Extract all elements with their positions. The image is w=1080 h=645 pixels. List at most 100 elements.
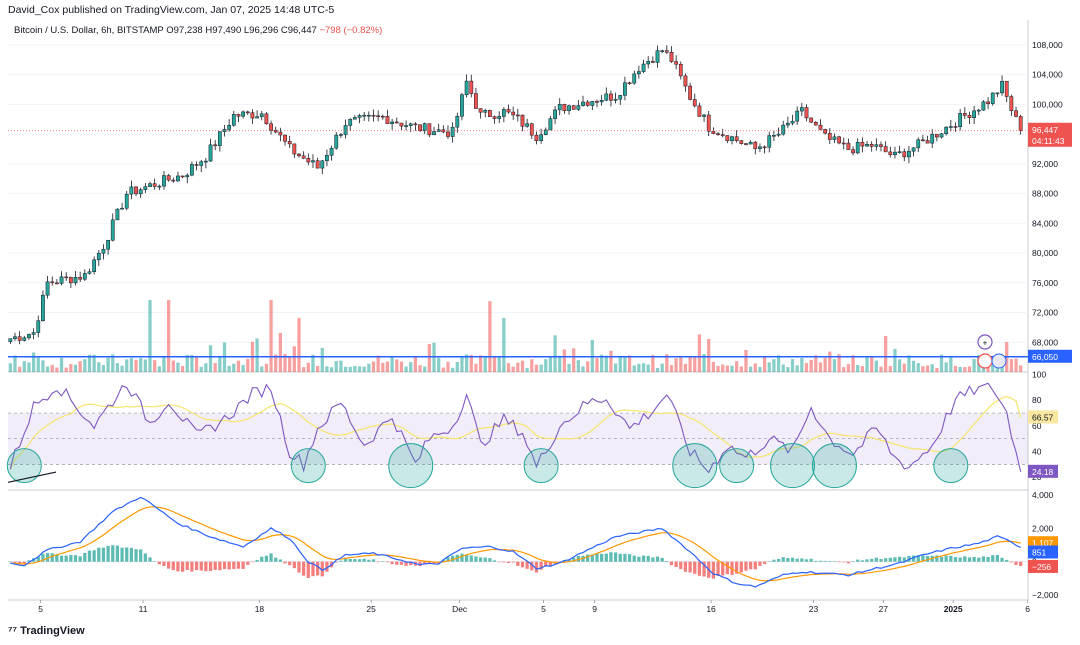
macd-histogram-bar [623, 553, 627, 562]
candle-body [255, 116, 259, 119]
macd-histogram-bar [111, 545, 115, 562]
rsi-value-label-box [1028, 464, 1058, 478]
macd-histogram-bar [688, 561, 692, 573]
candle-body [315, 160, 320, 169]
flash-event-icon[interactable] [977, 353, 993, 369]
volume-bar [669, 365, 674, 372]
volume-bar [171, 360, 175, 372]
candle-body [208, 144, 213, 162]
macd-histogram-bar [451, 555, 455, 562]
volume-bar [953, 365, 958, 372]
candle-body [501, 109, 506, 117]
candle-body [562, 103, 567, 112]
volume-bar [534, 364, 539, 372]
candle-body [809, 117, 814, 123]
volume-bar [888, 366, 892, 372]
volume-bar [395, 359, 399, 372]
candle-body [813, 121, 818, 126]
macd-histogram-bar [846, 561, 851, 564]
macd-histogram-bar [651, 557, 655, 562]
macd-histogram-bar [669, 561, 674, 566]
macd-histogram-bar [222, 561, 227, 570]
candle-body [860, 141, 865, 147]
candle-body [972, 110, 976, 118]
add-alert-icon[interactable] [977, 334, 993, 350]
candle-body [883, 146, 888, 153]
volume-bar [865, 356, 869, 372]
volume-bar [204, 363, 208, 372]
candle-body [888, 151, 893, 156]
volume-bar [553, 335, 557, 372]
candle-body [27, 334, 31, 339]
volume-bar [488, 301, 492, 372]
volume-bar [967, 366, 972, 372]
macd-histogram-bar [762, 561, 767, 564]
volume-bar [148, 300, 152, 372]
macd-histogram-bar [87, 550, 92, 562]
candle-body [199, 161, 204, 166]
candle-body [664, 50, 669, 53]
candle-body [758, 146, 762, 149]
tradingview-logo-icon: ⁷⁷ [8, 625, 18, 637]
macd-histogram-bar [464, 554, 469, 562]
volume-bar [921, 366, 925, 372]
volume-bar [288, 357, 292, 372]
macd-histogram-bar [1014, 561, 1018, 565]
macd-histogram-bar [944, 555, 948, 562]
candle-body [846, 142, 851, 150]
candle-body [236, 114, 241, 117]
time-axis-label: 9 [592, 604, 597, 614]
candle-body [41, 294, 45, 321]
time-axis-label: 6 [1025, 604, 1030, 614]
candle-body [469, 80, 474, 94]
macd-histogram-bar [655, 556, 660, 562]
macd-histogram-bar [334, 561, 338, 563]
volume-bar [949, 355, 953, 372]
macd-histogram-bar [469, 555, 473, 562]
author-name[interactable]: David_Cox [8, 4, 60, 16]
macd-histogram-bar [13, 561, 17, 563]
candle-body [618, 95, 623, 100]
volume-bar [297, 318, 301, 372]
macd-histogram-bar [199, 561, 203, 571]
macd-histogram-bar [497, 561, 501, 563]
volume-bar [623, 357, 627, 372]
volume-bar [981, 365, 986, 372]
macd-histogram-bar [227, 561, 231, 570]
macd-histogram-bar [125, 547, 129, 562]
bar-countdown-label: 04:11:43 [1032, 136, 1065, 146]
volume-bar [55, 367, 59, 372]
macd-histogram-bar [632, 555, 636, 562]
volume-bar [818, 362, 823, 372]
candle-body [967, 115, 972, 118]
candle-body [511, 111, 516, 116]
macd-histogram-bar [767, 561, 771, 562]
candle-body [241, 111, 246, 117]
volume-bar [302, 367, 306, 372]
volume-bar [660, 363, 664, 372]
tradingview-brand[interactable]: ⁷⁷ TradingView [8, 625, 85, 637]
macd-histogram-bar [735, 561, 739, 574]
chart-canvas[interactable]: 108,000104,000100,00096,00092,00088,0008… [0, 0, 1080, 622]
macd-histogram-bar [590, 554, 594, 562]
volume-bar [1009, 359, 1013, 372]
macd-signal-label: 1,107 [1032, 538, 1054, 548]
candle-body [283, 134, 287, 142]
volume-bar [125, 359, 129, 372]
macd-histogram-bar [986, 556, 990, 562]
candle-body [772, 135, 776, 137]
candle-body [865, 144, 869, 147]
price-tick-label: 104,000 [1032, 70, 1063, 80]
volume-bar [320, 347, 324, 372]
macd-histogram-bar [600, 553, 604, 562]
volume-bar [143, 359, 147, 372]
candle-body [269, 123, 273, 131]
macd-histogram-bar [697, 561, 702, 576]
candle-body [632, 73, 637, 84]
oversold-circle [811, 443, 857, 489]
macd-histogram-bar [809, 558, 813, 562]
candle-body [869, 144, 874, 147]
volume-bar [409, 362, 413, 372]
candle-body [59, 276, 64, 284]
macd-histogram-bar [613, 552, 618, 562]
